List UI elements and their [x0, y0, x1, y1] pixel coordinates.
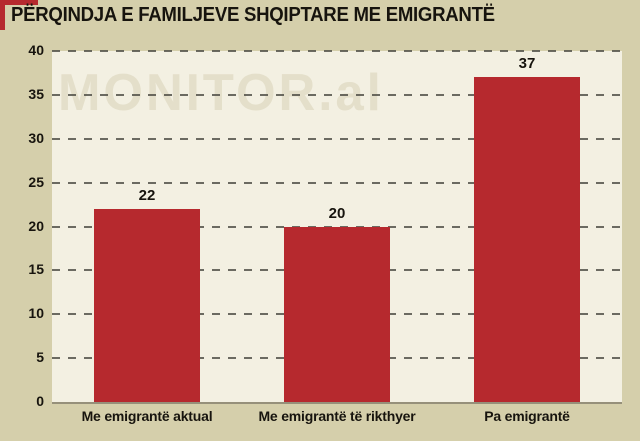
red-corner-accent-top [0, 0, 38, 5]
gridline-25 [52, 181, 622, 184]
y-axis-tick-label-30: 30 [28, 129, 44, 146]
bar-value-label-2: 20 [328, 204, 346, 222]
y-axis-tick-label-20: 20 [28, 217, 44, 234]
x-axis-category-label-2: Me emigrantë të rikthyer [258, 408, 416, 424]
watermark: MONITOR.al [58, 64, 384, 122]
chart-title: PËRQINDJA E FAMILJEVE SHQIPTARE ME EMIGR… [11, 4, 495, 26]
y-axis-tick-label-25: 25 [28, 173, 44, 190]
x-axis-category-label-3: Pa emigrantë [484, 408, 570, 424]
bar-value-label-3: 37 [518, 55, 536, 73]
gridline-35 [52, 93, 622, 96]
y-axis-tick-label-15: 15 [28, 261, 44, 278]
y-axis-tick-label-40: 40 [28, 42, 44, 58]
plot-area: MONITOR.al 22 20 37 [52, 50, 622, 404]
bar-1 [94, 208, 200, 402]
x-axis-category-label-1: Me emigrantë aktual [81, 408, 213, 424]
y-axis-tick-label-35: 35 [28, 85, 44, 102]
bar-3 [474, 77, 580, 402]
gridline-30 [52, 137, 622, 140]
y-axis-tick-label-0: 0 [36, 393, 44, 409]
y-axis-tick-label-5: 5 [36, 349, 44, 366]
y-axis-tick-label-10: 10 [28, 305, 44, 322]
gridline-40 [52, 50, 622, 52]
bar-2 [284, 226, 390, 402]
red-corner-accent-left [0, 0, 5, 30]
bar-value-label-1: 22 [138, 186, 156, 204]
